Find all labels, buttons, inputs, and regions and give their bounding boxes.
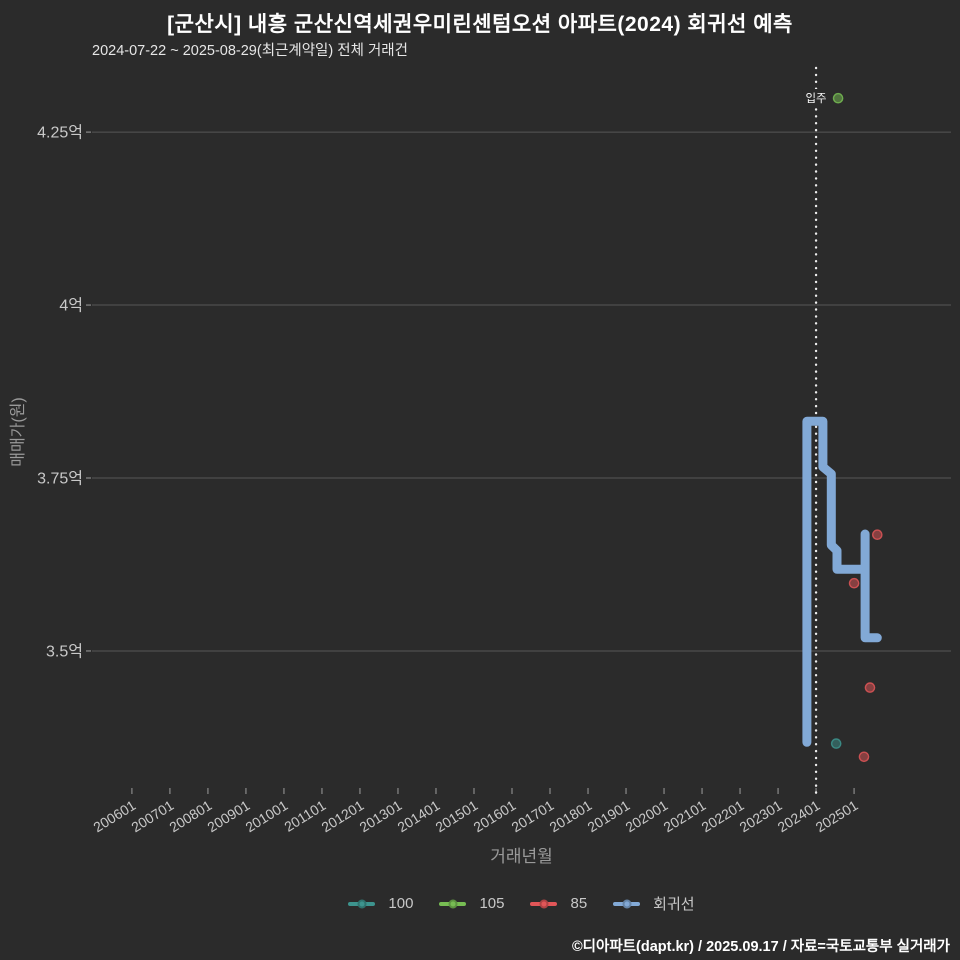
legend-dot-icon bbox=[622, 899, 632, 908]
scatter-point-85 bbox=[872, 529, 883, 541]
legend-marker-icon bbox=[439, 899, 467, 908]
x-axis-title: 거래년월 bbox=[490, 847, 553, 866]
move-in-label-bg bbox=[802, 89, 831, 105]
y-tick-label: 4억 bbox=[59, 297, 83, 315]
legend-marker-icon bbox=[613, 899, 641, 908]
move-in-label: 입주 bbox=[805, 92, 826, 105]
legend: 100 105 85 회귀선 bbox=[92, 893, 951, 914]
x-tick-label: 202401 bbox=[775, 797, 823, 835]
legend-dot-icon bbox=[357, 899, 367, 908]
legend-marker-icon bbox=[530, 899, 558, 908]
legend-item-85: 85 bbox=[530, 895, 587, 912]
x-tick-label: 201801 bbox=[547, 797, 595, 835]
legend-item-100: 100 bbox=[348, 895, 413, 912]
regression-line bbox=[802, 416, 882, 747]
y-tick-label: 3.5억 bbox=[46, 642, 83, 660]
x-tick-label: 201401 bbox=[394, 797, 442, 835]
x-tick-label: 200801 bbox=[166, 797, 214, 835]
x-tick-label: 202301 bbox=[737, 797, 785, 835]
plot-area: 2006012007012008012009012010012011012012… bbox=[37, 66, 951, 835]
x-tick-label: 201001 bbox=[242, 797, 290, 835]
series-layer bbox=[802, 92, 883, 763]
x-tick-label: 202201 bbox=[699, 797, 747, 835]
x-axis-layer: 2006012007012008012009012010012011012012… bbox=[90, 788, 861, 835]
scatter-point-85 bbox=[848, 577, 860, 589]
legend-marker-icon bbox=[348, 899, 376, 908]
gridlines-layer bbox=[92, 131, 951, 652]
scatter-point-85 bbox=[858, 751, 870, 763]
footer-credit: ©디아파트(dapt.kr) / 2025.09.17 / 자료=국토교통부 실… bbox=[571, 939, 950, 955]
y-tick-label: 4.25억 bbox=[37, 124, 83, 142]
x-tick-label: 201901 bbox=[585, 797, 633, 835]
legend-item-회귀선: 회귀선 bbox=[613, 893, 695, 914]
x-tick-label: 201301 bbox=[356, 797, 404, 835]
x-tick-label: 200601 bbox=[90, 797, 138, 835]
x-tick-label: 202101 bbox=[661, 797, 709, 835]
y-tick-label: 3.75억 bbox=[37, 470, 83, 488]
x-tick-label: 200901 bbox=[204, 797, 252, 835]
chart-title: [군산시] 내흥 군산신역세권우미린센텀오션 아파트(2024) 회귀선 예측 bbox=[167, 13, 793, 36]
y-axis-layer: 4.25억 4억 3.75억 3.5억 bbox=[37, 124, 91, 660]
legend-dot-icon bbox=[539, 899, 549, 908]
legend-label: 회귀선 bbox=[653, 896, 695, 913]
chart-subtitle: 2024-07-22 ~ 2025-08-29(최근계약일) 전체 거래건 bbox=[92, 43, 408, 59]
scatter-point-85 bbox=[864, 682, 876, 693]
x-tick-label: 202001 bbox=[623, 797, 671, 835]
scatter-point-100 bbox=[830, 738, 842, 749]
x-tick-label: 201101 bbox=[281, 797, 328, 835]
legend-label: 85 bbox=[570, 895, 588, 912]
x-tick-label: 201501 bbox=[432, 797, 480, 835]
legend-item-105: 105 bbox=[439, 895, 504, 912]
legend-label: 100 bbox=[388, 895, 414, 912]
x-tick-label: 200701 bbox=[128, 797, 176, 835]
x-tick-label: 201701 bbox=[508, 797, 556, 835]
y-axis-title: 매매가(원) bbox=[10, 397, 27, 467]
scatter-point-105 bbox=[832, 92, 844, 104]
x-tick-label: 202501 bbox=[813, 797, 861, 835]
x-tick-label: 201201 bbox=[318, 797, 366, 835]
legend-dot-icon bbox=[448, 899, 458, 908]
x-tick-label: 201601 bbox=[470, 797, 518, 835]
legend-label: 105 bbox=[479, 895, 505, 912]
move-in-annotation-layer: 입주 bbox=[802, 66, 831, 795]
